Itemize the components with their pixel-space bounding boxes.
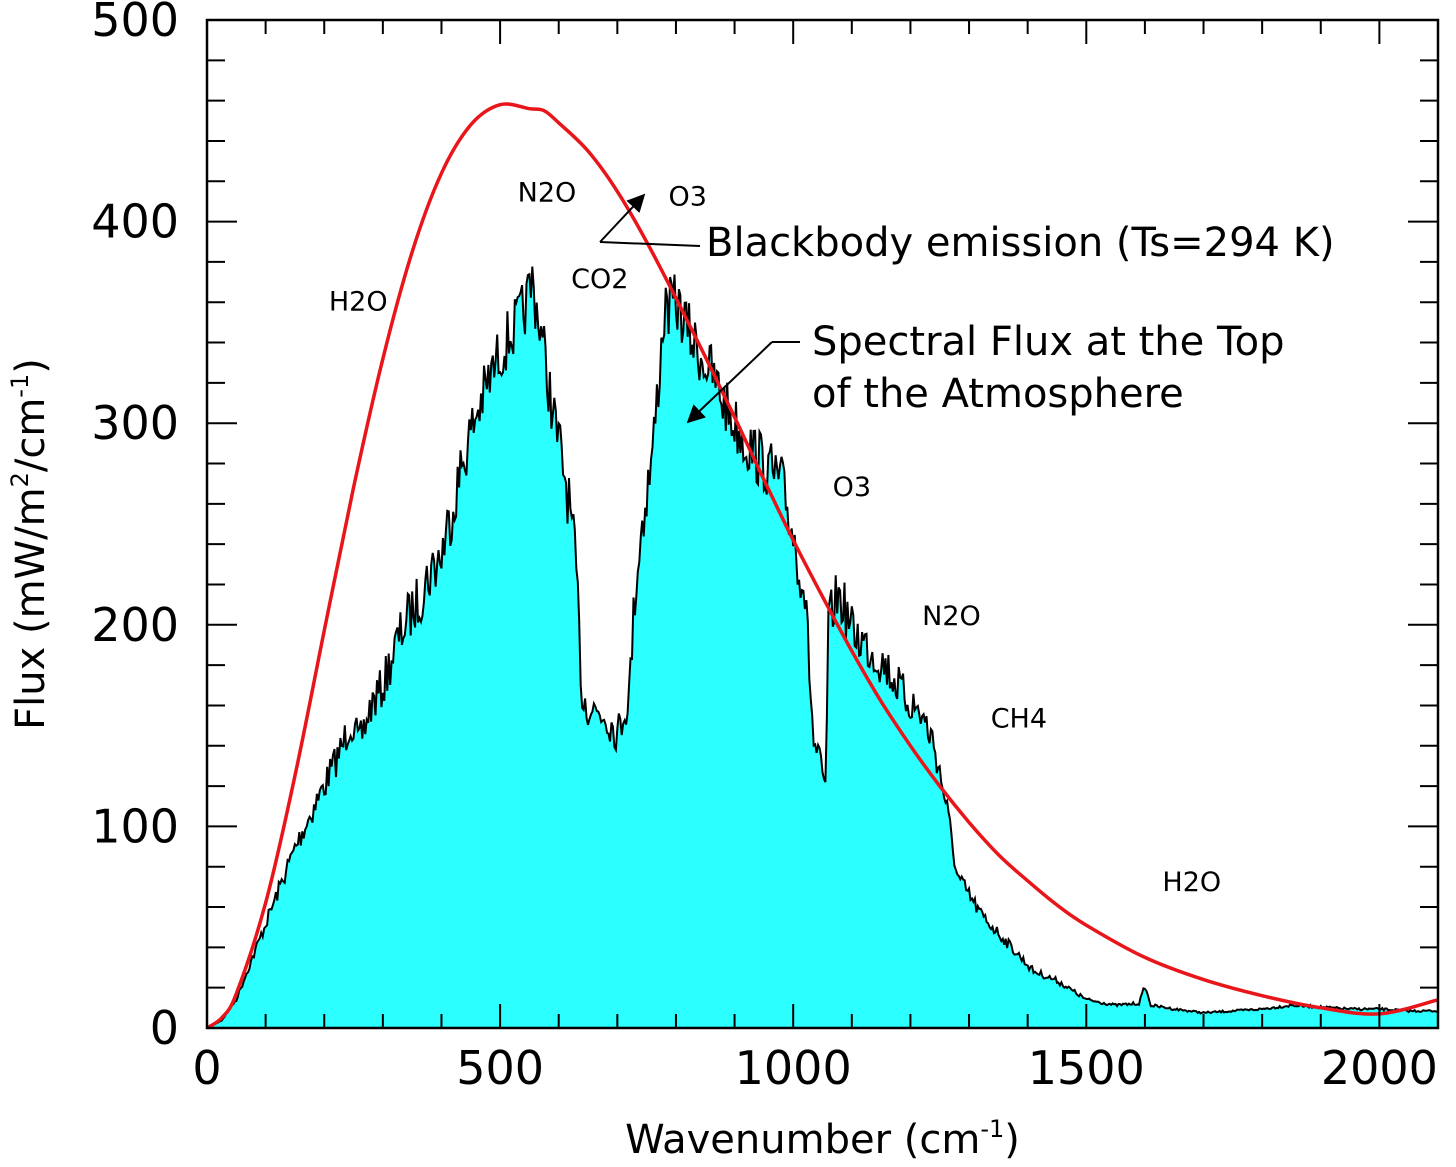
flux-line	[206, 266, 1439, 1029]
x-tick-label: 0	[192, 1041, 221, 1095]
gas-label: H2O	[329, 286, 388, 317]
blackbody-label: Blackbody emission (Ts=294 K)	[706, 220, 1335, 266]
gas-label: N2O	[922, 601, 981, 632]
x-axis-title: Wavenumber (cm-1)	[625, 1115, 1020, 1163]
blackbody-arrow-line	[599, 241, 701, 247]
y-axis-title: Flux (mW/m2/cm-1)	[6, 358, 54, 730]
y-tick-label: 200	[91, 598, 179, 652]
flux-arrow	[686, 341, 773, 424]
gas-label: CH4	[991, 704, 1047, 735]
gas-label: H2O	[1162, 867, 1221, 898]
x-tick-label: 2000	[1321, 1041, 1438, 1095]
y-tick-label: 0	[150, 1001, 179, 1055]
flux-label-line2: of the Atmosphere	[812, 371, 1184, 417]
x-tick-label: 1000	[735, 1041, 852, 1095]
y-tick-label: 500	[91, 0, 179, 47]
x-tick-label: 1500	[1028, 1041, 1145, 1095]
plot-frame	[205, 18, 1440, 1030]
x-tick-label: 500	[456, 1041, 544, 1095]
gas-label: CO2	[571, 264, 628, 295]
gas-label: O3	[668, 181, 706, 212]
blackbody-arrow	[599, 193, 646, 243]
flux-area	[207, 266, 1438, 1029]
y-tick-label: 400	[91, 195, 179, 249]
gas-label: O3	[833, 472, 871, 503]
blackbody-curve	[205, 102, 1439, 1030]
y-tick-label: 300	[91, 396, 179, 450]
gas-label: N2O	[518, 177, 577, 208]
flux-label-line1: Spectral Flux at the Top	[812, 319, 1284, 365]
y-tick-label: 100	[91, 799, 179, 853]
